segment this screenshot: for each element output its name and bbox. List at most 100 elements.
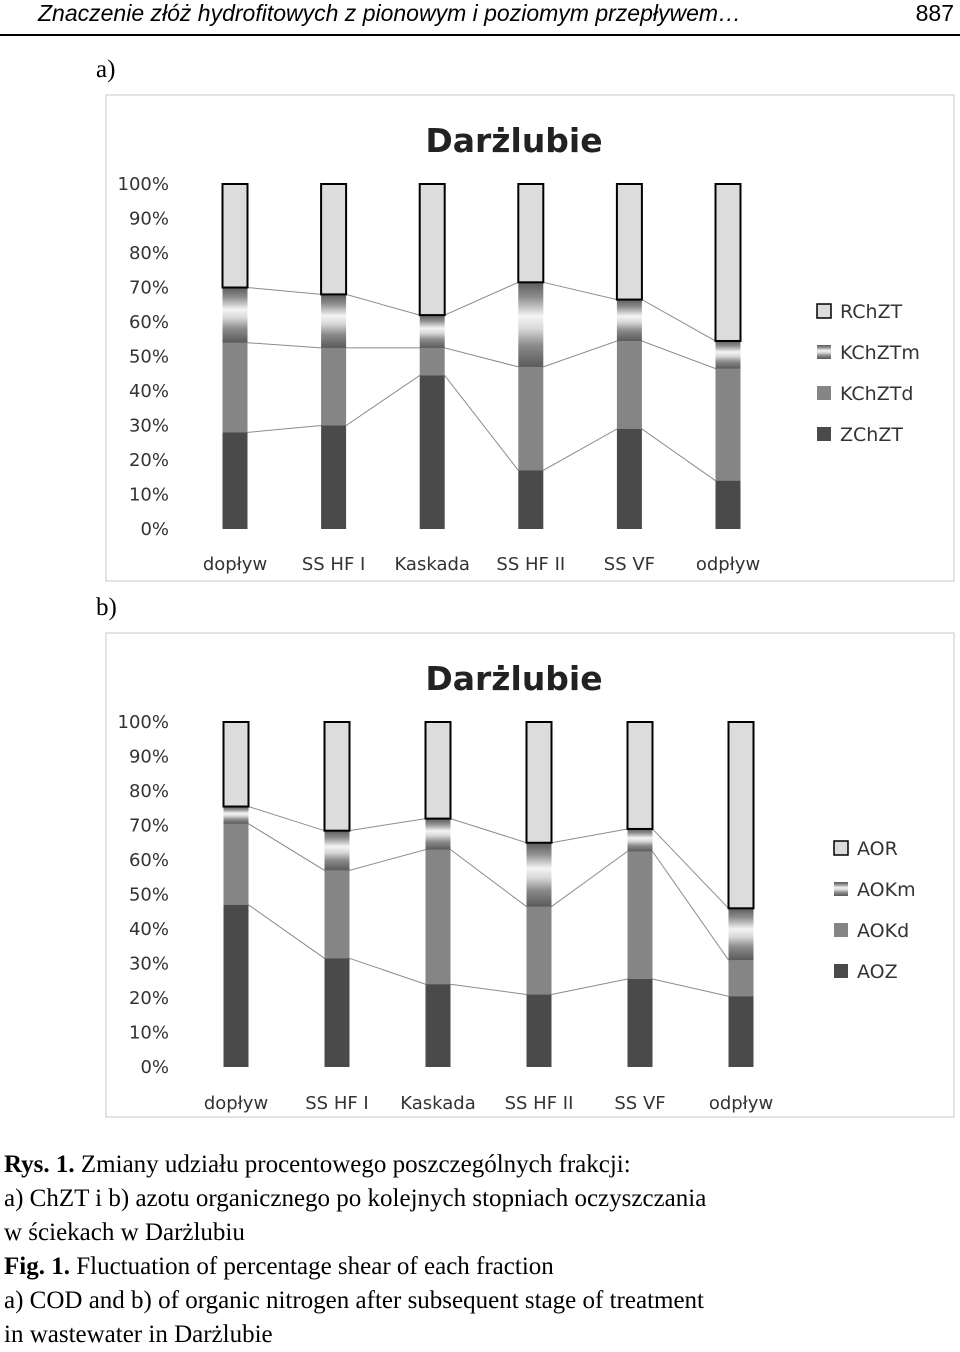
panel-label-a: a): [96, 56, 116, 83]
y-tick-label: 100%: [118, 174, 169, 195]
caption-line-2: a) ChZT i b) azotu organicznego po kolej…: [4, 1185, 707, 1212]
bar-AOR-5: [626, 721, 654, 830]
series-line-AOZ: [223, 904, 754, 997]
page-number: 887: [915, 0, 954, 26]
y-tick-label: 70%: [129, 278, 169, 299]
y-tick-label: 30%: [129, 416, 169, 437]
bar-RChZT-1: [221, 183, 249, 289]
bar-KChZTm-4: [518, 282, 544, 367]
bar-AOR-2: [323, 721, 351, 832]
running-title: Znaczenie złóż hydrofitowych z pionowym …: [38, 0, 742, 26]
legend-swatch-AOKm: [834, 882, 848, 896]
legend-swatch-RChZT: [816, 303, 832, 319]
x-tick-label: SS HF I: [305, 1093, 369, 1114]
y-tick-label: 30%: [129, 954, 169, 975]
bar-AOZ-5: [627, 979, 653, 1067]
bar-AOR-1: [222, 721, 250, 808]
bar-RChZT-3: [418, 183, 446, 317]
bar-AOKd-5: [627, 851, 653, 980]
bar-AOZ-6: [728, 996, 754, 1067]
series-line-ZChZT: [222, 374, 741, 482]
series-line-AOKd: [223, 823, 754, 961]
chart-title: Darżlubie: [425, 659, 602, 698]
caption-line-1: Zmiany udziału procentowego poszczególny…: [74, 1151, 631, 1178]
legend-label-AOKm: AOKm: [857, 879, 916, 901]
x-tick-label: SS HF II: [496, 554, 565, 575]
x-tick-label: SS HF II: [505, 1093, 574, 1114]
y-tick-label: 40%: [129, 381, 169, 402]
bar-KChZTd-1: [222, 342, 248, 433]
bar-AOR-4: [525, 721, 553, 844]
bar-AOKd-2: [324, 870, 350, 959]
bar-ZChZT-1: [222, 432, 248, 529]
y-tick-label: 50%: [129, 885, 169, 906]
bar-KChZTm-2: [321, 294, 347, 348]
x-tick-label: odpływ: [696, 554, 760, 575]
bar-KChZTd-2: [321, 347, 347, 426]
bar-AOR-6: [727, 721, 755, 910]
legend-label-RChZT: RChZT: [840, 301, 903, 323]
y-tick-label: 70%: [129, 816, 169, 837]
legend-label-ZChZT: ZChZT: [840, 424, 903, 446]
bar-KChZTm-6: [715, 340, 741, 369]
bar-KChZTm-5: [616, 299, 642, 341]
bar-AOKd-4: [526, 906, 552, 995]
chart-b: Darżlubie 0% 10% 20% 30% 40% 50% 60% 70% 80% 90% 10…: [105, 632, 955, 1118]
y-tick-label: 60%: [129, 312, 169, 333]
figure-caption: Rys. 1. Zmiany udziału procentowego posz…: [4, 1148, 954, 1352]
y-tick-label: 10%: [129, 1023, 169, 1044]
legend-swatch-ZChZT: [817, 427, 831, 441]
x-tick-label: SS VF: [614, 1093, 665, 1114]
y-tick-label: 60%: [129, 850, 169, 871]
bar-AOKm-4: [526, 842, 552, 907]
x-tick-label: Kaskada: [394, 554, 470, 575]
y-tick-label: 90%: [129, 747, 169, 768]
caption-label-pl: Rys. 1.: [4, 1151, 75, 1178]
legend-swatch-AOR: [833, 840, 849, 856]
chart-title: Darżlubie: [425, 121, 602, 160]
y-tick-label: 0%: [140, 1057, 169, 1078]
y-tick-label: 100%: [118, 712, 169, 733]
x-tick-label: SS HF I: [302, 554, 366, 575]
bar-AOKm-2: [324, 830, 350, 871]
bar-AOZ-2: [324, 958, 350, 1067]
bar-AOKm-3: [425, 818, 451, 850]
series-line-KChZTd: [222, 340, 741, 370]
bar-RChZT-6: [714, 183, 742, 342]
bar-RChZT-4: [517, 183, 545, 284]
y-tick-label: 10%: [129, 485, 169, 506]
y-tick-label: 80%: [129, 243, 169, 264]
bar-KChZTm-1: [222, 287, 248, 343]
bar-AOKm-6: [728, 908, 754, 961]
bar-AOKd-1: [223, 823, 249, 905]
x-tick-label: dopływ: [203, 554, 267, 575]
y-tick-label: 90%: [129, 209, 169, 230]
caption-line-3: w ściekach w Darżlubiu: [4, 1219, 245, 1246]
bar-RChZT-5: [615, 183, 643, 301]
y-tick-label: 20%: [129, 450, 169, 471]
caption-label-en: Fig. 1.: [4, 1253, 70, 1280]
bar-AOZ-4: [526, 994, 552, 1067]
chart-a: Darżlubie 0% 10% 20% 30% 40% 50% 60% 70% 80% 90% 10…: [105, 94, 955, 582]
y-tick-label: 0%: [140, 519, 169, 540]
bar-AOKm-1: [223, 806, 249, 824]
bar-ZChZT-5: [616, 428, 642, 529]
bar-AOKd-3: [425, 849, 451, 985]
legend-label-KChZTm: KChZTm: [840, 342, 920, 364]
y-tick-label: 50%: [129, 347, 169, 368]
bar-ZChZT-2: [321, 425, 347, 529]
legend-label-AOKd: AOKd: [857, 920, 909, 942]
bar-KChZTd-3: [419, 347, 445, 376]
legend-swatch-AOZ: [834, 964, 848, 978]
legend-swatch-AOKd: [834, 923, 848, 937]
bar-ZChZT-6: [715, 480, 741, 529]
x-tick-label: dopływ: [204, 1093, 268, 1114]
running-header: Znaczenie złóż hydrofitowych z pionowym …: [0, 0, 960, 36]
legend-label-AOZ: AOZ: [857, 961, 898, 983]
bar-AOR-3: [424, 721, 452, 820]
y-tick-label: 40%: [129, 919, 169, 940]
bar-ZChZT-4: [518, 470, 544, 529]
series-line-KChZTm: [222, 281, 741, 342]
series-line-AOKm: [223, 806, 754, 909]
y-tick-label: 20%: [129, 988, 169, 1009]
